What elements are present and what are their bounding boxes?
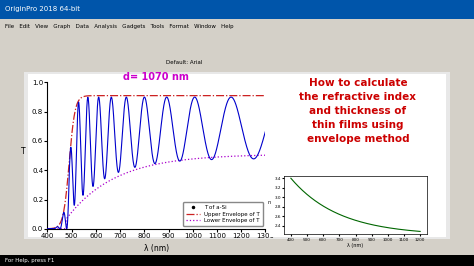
Y-axis label: T: T — [21, 147, 26, 156]
X-axis label: λ (nm): λ (nm) — [347, 243, 364, 248]
Title: d= 1070 nm: d= 1070 nm — [124, 72, 189, 82]
Text: File   Edit   View   Graph   Data   Analysis   Gadgets   Tools   Format   Window: File Edit View Graph Data Analysis Gadge… — [5, 24, 233, 29]
X-axis label: λ (nm): λ (nm) — [144, 244, 169, 253]
Text: OriginPro 2018 64-bit: OriginPro 2018 64-bit — [5, 6, 80, 12]
Text: Default: Arial: Default: Arial — [166, 60, 202, 65]
Text: How to calculate
the refractive index
and thickness of
thin films using
envelope: How to calculate the refractive index an… — [300, 78, 416, 144]
Legend: T of a-Si, Upper Envelope of T, Lower Envelope of T: T of a-Si, Upper Envelope of T, Lower En… — [183, 202, 263, 226]
Text: For Help, press F1: For Help, press F1 — [5, 258, 54, 263]
Y-axis label: n: n — [267, 200, 271, 205]
